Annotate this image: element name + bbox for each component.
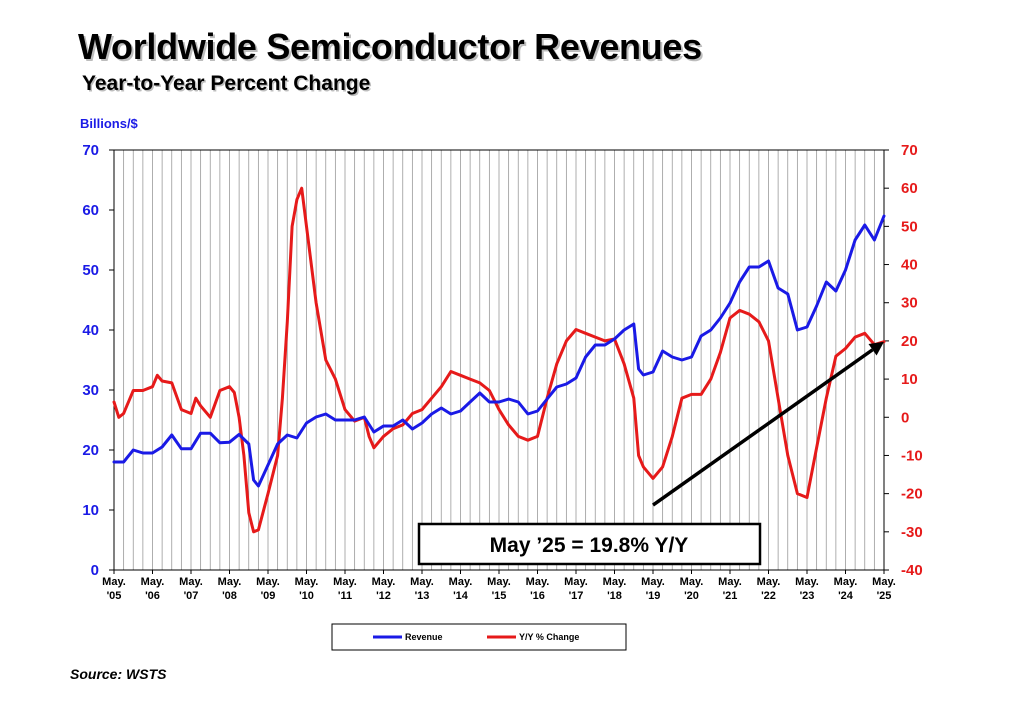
x-tick-label: '22 bbox=[761, 590, 776, 602]
y-left-tick-label: 60 bbox=[82, 202, 99, 219]
x-tick-label: '14 bbox=[453, 590, 469, 602]
x-tick-label: '06 bbox=[145, 590, 160, 602]
x-tick-label: May. bbox=[718, 576, 742, 588]
x-tick-label: '17 bbox=[569, 590, 584, 602]
x-tick-label: '24 bbox=[838, 590, 854, 602]
y-right-tick-label: -40 bbox=[901, 562, 923, 579]
x-tick-label: '11 bbox=[338, 590, 352, 602]
x-tick-label: '18 bbox=[607, 590, 622, 602]
x-axis: May. '05 May. '06 May. '07 May. '08 May. '09 May. '… bbox=[102, 570, 896, 602]
x-tick-label: May. bbox=[795, 576, 819, 588]
x-tick-label: '12 bbox=[376, 590, 391, 602]
x-tick-label: May. bbox=[333, 576, 357, 588]
y-left-tick-label: 70 bbox=[82, 142, 99, 159]
x-tick-label: '07 bbox=[184, 590, 199, 602]
annotation-box: May ’25 = 19.8% Y/Y bbox=[417, 522, 762, 566]
chart-subtitle: Year-to-Year Percent Change bbox=[82, 72, 371, 95]
y-right-tick-label: -30 bbox=[901, 524, 923, 541]
y-right-tick-label: 50 bbox=[901, 218, 918, 235]
y-right-tick-label: 70 bbox=[901, 142, 918, 159]
x-tick-label: May. bbox=[295, 576, 319, 588]
x-tick-label: May. bbox=[872, 576, 896, 588]
y-left-tick-label: 20 bbox=[82, 442, 99, 459]
y-right-tick-label: 30 bbox=[901, 295, 918, 312]
x-tick-label: May. bbox=[526, 576, 550, 588]
x-tick-label: May. bbox=[603, 576, 627, 588]
x-tick-label: May. bbox=[834, 576, 858, 588]
x-tick-label: '08 bbox=[222, 590, 237, 602]
y-right-tick-label: 10 bbox=[901, 371, 918, 388]
x-tick-label: May. bbox=[641, 576, 665, 588]
x-tick-label: May. bbox=[102, 576, 126, 588]
source-note: Source: WSTS bbox=[70, 666, 167, 682]
x-tick-label: '21 bbox=[723, 590, 738, 602]
yoy-change-line bbox=[112, 186, 886, 534]
y-right-tick-label: 60 bbox=[901, 180, 918, 197]
x-tick-label: '16 bbox=[530, 590, 545, 602]
legend: Revenue Y/Y % Change bbox=[331, 623, 627, 651]
x-tick-label: '09 bbox=[261, 590, 276, 602]
x-tick-label: '20 bbox=[684, 590, 699, 602]
x-tick-label: May. bbox=[487, 576, 511, 588]
y-left-tick-label: 40 bbox=[82, 322, 99, 339]
legend-yoy-label: Y/Y % Change bbox=[519, 632, 579, 642]
x-tick-label: May. bbox=[218, 576, 242, 588]
trend-arrow bbox=[651, 341, 884, 507]
y-right-tick-label: 20 bbox=[901, 333, 918, 350]
arrow-head bbox=[868, 341, 884, 356]
x-tick-label: '13 bbox=[415, 590, 430, 602]
x-tick-label: May. bbox=[564, 576, 588, 588]
x-tick-label: '15 bbox=[492, 590, 507, 602]
x-tick-label: May. bbox=[757, 576, 781, 588]
y-left-axis: 0 10 20 30 40 50 60 70 bbox=[82, 142, 114, 579]
y-right-tick-label: 0 bbox=[901, 409, 909, 426]
y-left-tick-label: 0 bbox=[91, 562, 99, 579]
arrow-shaft bbox=[651, 348, 874, 507]
x-tick-label: May. bbox=[141, 576, 165, 588]
x-tick-label: '19 bbox=[646, 590, 661, 602]
x-tick-label: May. bbox=[372, 576, 396, 588]
x-tick-label: May. bbox=[256, 576, 280, 588]
x-tick-label: '23 bbox=[800, 590, 815, 602]
y-left-tick-label: 30 bbox=[82, 382, 99, 399]
vertical-gridlines bbox=[123, 150, 875, 570]
x-tick-label: May. bbox=[179, 576, 203, 588]
x-tick-label: '05 bbox=[107, 590, 122, 602]
x-tick-label: May. bbox=[410, 576, 434, 588]
y-right-tick-label: 40 bbox=[901, 257, 918, 274]
x-tick-label: May. bbox=[680, 576, 704, 588]
y-right-tick-label: -10 bbox=[901, 447, 923, 464]
chart-title: Worldwide Semiconductor Revenues bbox=[78, 26, 702, 67]
legend-revenue-label: Revenue bbox=[405, 632, 443, 642]
annotation-text: May ’25 = 19.8% Y/Y bbox=[490, 534, 689, 557]
x-tick-label: '25 bbox=[877, 590, 892, 602]
y-right-tick-label: -20 bbox=[901, 486, 923, 503]
y-left-tick-label: 10 bbox=[82, 502, 99, 519]
x-tick-label: May. bbox=[449, 576, 473, 588]
y-right-axis: -40 -30 -20 -10 0 10 20 30 40 50 60 70 bbox=[884, 142, 923, 579]
series-lines bbox=[112, 186, 886, 534]
y-left-unit-label: Billions/$ bbox=[80, 116, 138, 131]
x-tick-label: '10 bbox=[299, 590, 314, 602]
y-left-tick-label: 50 bbox=[82, 262, 99, 279]
revenue-line bbox=[112, 214, 886, 488]
